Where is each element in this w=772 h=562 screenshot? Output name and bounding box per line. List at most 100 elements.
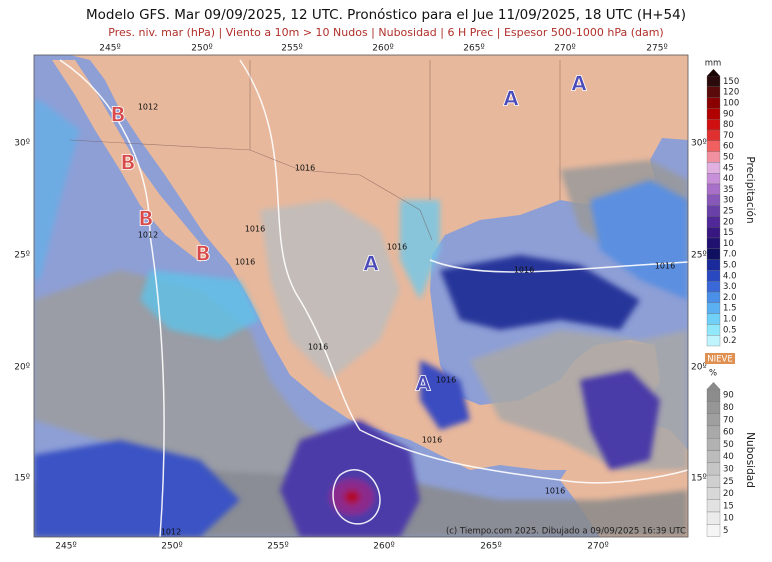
lat-label: 25º bbox=[691, 251, 707, 261]
cloud-title: Nubosidad bbox=[744, 432, 756, 488]
precip-swatch bbox=[706, 227, 721, 239]
cloud-swatch bbox=[706, 511, 721, 525]
precip-level: 4.0 bbox=[723, 271, 737, 281]
cloud-swatch bbox=[706, 413, 721, 427]
lat-label: 20º bbox=[14, 363, 30, 373]
precipitation bbox=[34, 100, 688, 537]
precip-level: 60 bbox=[723, 142, 734, 152]
lat-label: 20º bbox=[691, 363, 707, 373]
cloud-level: 70 bbox=[723, 415, 734, 425]
cloud-swatch bbox=[706, 388, 721, 402]
cloud-level: 5 bbox=[723, 526, 728, 536]
precip-swatch bbox=[706, 302, 721, 314]
precip-swatch bbox=[706, 151, 721, 163]
precip-title: Precipitación bbox=[744, 156, 756, 223]
cloud-level: 40 bbox=[723, 452, 734, 462]
precip-level: 7.0 bbox=[723, 250, 737, 260]
lon-label: 270º bbox=[587, 542, 608, 552]
precip-level: 30 bbox=[723, 196, 734, 206]
subtitle: Pres. niv. mar (hPa) | Viento a 10m > 10… bbox=[108, 26, 663, 39]
precip-swatch bbox=[706, 281, 721, 293]
map-frame bbox=[33, 54, 689, 538]
low-pressure-center: B bbox=[138, 207, 153, 231]
high-pressure-center: A bbox=[415, 372, 431, 396]
precip-level: 0.5 bbox=[723, 325, 737, 335]
borders bbox=[69, 60, 561, 241]
isobar-label: 1016 bbox=[235, 258, 255, 267]
precip-swatch bbox=[706, 140, 721, 152]
precip-swatch bbox=[706, 162, 721, 174]
precip-unit: mm bbox=[705, 59, 722, 69]
precip-swatch bbox=[706, 313, 721, 325]
baja-peninsula bbox=[52, 60, 210, 262]
copyright: (c) Tiempo.com 2025. Dibujado a 09/09/20… bbox=[446, 527, 686, 537]
low-pressure-center: B bbox=[120, 151, 135, 175]
isobar-label: 1016 bbox=[545, 487, 565, 496]
precip-level: 1.5 bbox=[723, 304, 737, 314]
lon-label: 260º bbox=[372, 44, 393, 54]
lat-label: 30º bbox=[691, 139, 707, 149]
title: Modelo GFS. Mar 09/09/2025, 12 UTC. Pron… bbox=[86, 7, 686, 23]
snow-badge bbox=[705, 353, 735, 364]
precip-level: 100 bbox=[723, 99, 739, 109]
isobar-label: 1016 bbox=[655, 262, 675, 271]
precip-swatch bbox=[706, 183, 721, 195]
cloud-level: 10 bbox=[723, 514, 734, 524]
precip-swatch bbox=[706, 75, 721, 87]
precip-level: 70 bbox=[723, 131, 734, 141]
low-pressure-center: B bbox=[195, 242, 210, 266]
lon-label: 255º bbox=[281, 44, 302, 54]
cloud-unit: % bbox=[709, 369, 717, 379]
precip-swatch bbox=[706, 205, 721, 217]
cloud-swatch bbox=[706, 462, 721, 476]
lon-label: 265º bbox=[463, 44, 484, 54]
precip-swatch bbox=[706, 324, 721, 336]
precip-level: 10 bbox=[723, 239, 734, 249]
cloud-swatch bbox=[706, 499, 721, 513]
precip-level: 2.0 bbox=[723, 293, 737, 303]
precip-level: 0.2 bbox=[723, 336, 737, 346]
high-pressure-center: A bbox=[571, 72, 587, 96]
isobar-label: 1016 bbox=[387, 243, 407, 252]
lon-label: 265º bbox=[480, 542, 501, 552]
lon-label: 260º bbox=[373, 542, 394, 552]
isobar-label: 1012 bbox=[138, 103, 158, 112]
cloud-level: 90 bbox=[723, 391, 734, 401]
precip-swatch bbox=[706, 291, 721, 303]
cloud-swatch bbox=[706, 524, 721, 537]
precip-level: 15 bbox=[723, 228, 734, 238]
lon-label: 270º bbox=[554, 44, 575, 54]
cloud-level: 60 bbox=[723, 428, 734, 438]
low-pressure-center: B bbox=[110, 103, 125, 127]
precip-swatch bbox=[706, 173, 721, 185]
cloud-swatch bbox=[706, 401, 721, 414]
precip-level: 45 bbox=[723, 163, 734, 173]
map bbox=[34, 55, 688, 537]
precip-swatch bbox=[706, 194, 721, 206]
isobar-label: 1016 bbox=[308, 343, 328, 352]
precip-swatch bbox=[706, 270, 721, 282]
precip-level: 90 bbox=[723, 109, 734, 119]
cloud-level: 50 bbox=[723, 440, 734, 450]
precip-level: 35 bbox=[723, 185, 734, 195]
precip-swatch bbox=[706, 335, 721, 347]
snow-label: NIEVE bbox=[707, 355, 732, 365]
precip-swatch bbox=[706, 129, 721, 141]
cloud-swatch bbox=[706, 425, 721, 439]
precip-level: 20 bbox=[723, 217, 734, 227]
isobar-label: 1016 bbox=[245, 225, 265, 234]
lat-label: 15º bbox=[14, 474, 30, 484]
precip-level: 25 bbox=[723, 207, 734, 217]
isobar-label: 1016 bbox=[514, 266, 534, 275]
cloud-level: 80 bbox=[723, 403, 734, 413]
isobar-label: 1016 bbox=[422, 436, 442, 445]
precip-level: 1.0 bbox=[723, 315, 737, 325]
cloud-level: 15 bbox=[723, 501, 734, 511]
isobar-label: 1016 bbox=[436, 376, 456, 385]
isobar-label: 1012 bbox=[138, 231, 158, 240]
high-pressure-center: A bbox=[363, 252, 379, 276]
lon-label: 245º bbox=[99, 44, 120, 54]
precip-level: 40 bbox=[723, 174, 734, 184]
precip-swatch bbox=[706, 259, 721, 271]
lat-label: 25º bbox=[14, 251, 30, 261]
